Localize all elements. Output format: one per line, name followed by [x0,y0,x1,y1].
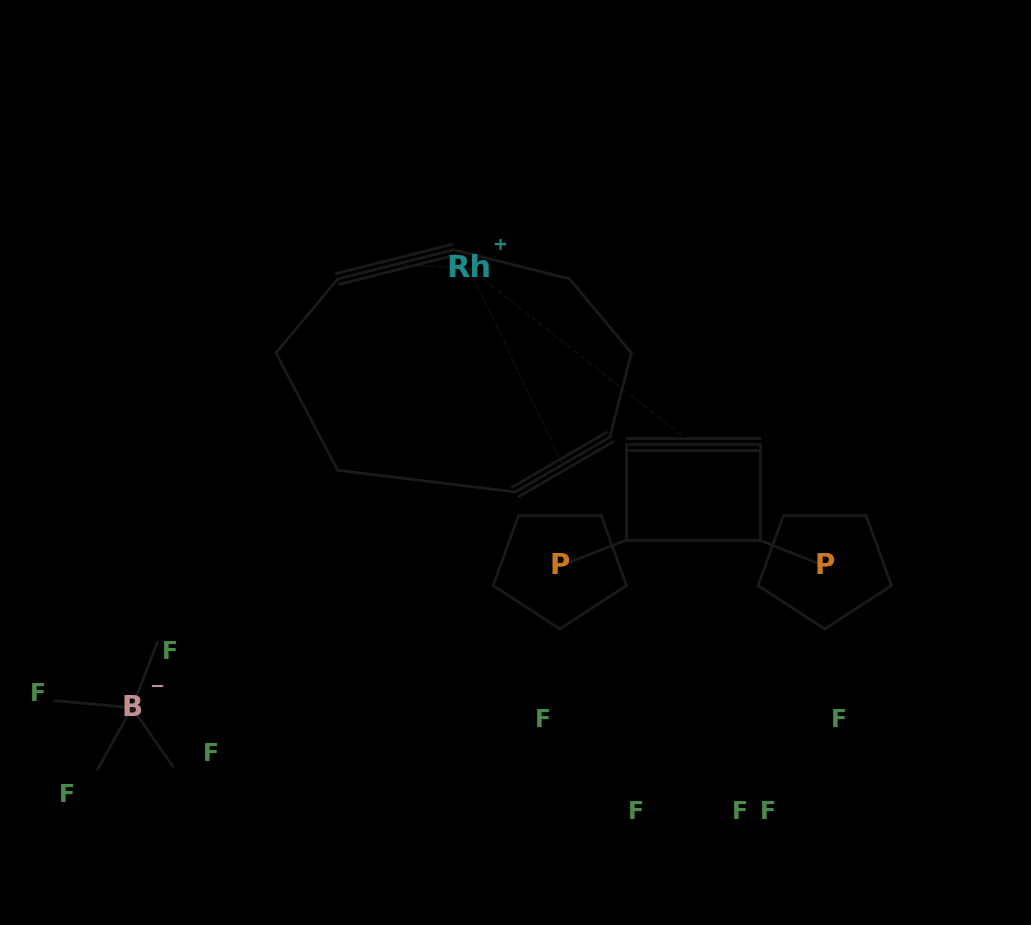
Text: −: − [149,678,164,697]
Text: F: F [628,800,644,824]
Text: F: F [59,783,75,808]
Text: F: F [30,682,46,706]
Text: F: F [162,640,178,664]
Text: F: F [831,708,847,732]
Text: F: F [203,742,220,766]
Text: F: F [760,800,776,824]
Text: F: F [732,800,749,824]
Text: P: P [814,552,835,580]
Text: Rh: Rh [446,253,492,283]
Text: F: F [535,708,552,732]
Text: B: B [122,694,142,722]
Text: +: + [493,236,507,254]
Text: P: P [550,552,570,580]
